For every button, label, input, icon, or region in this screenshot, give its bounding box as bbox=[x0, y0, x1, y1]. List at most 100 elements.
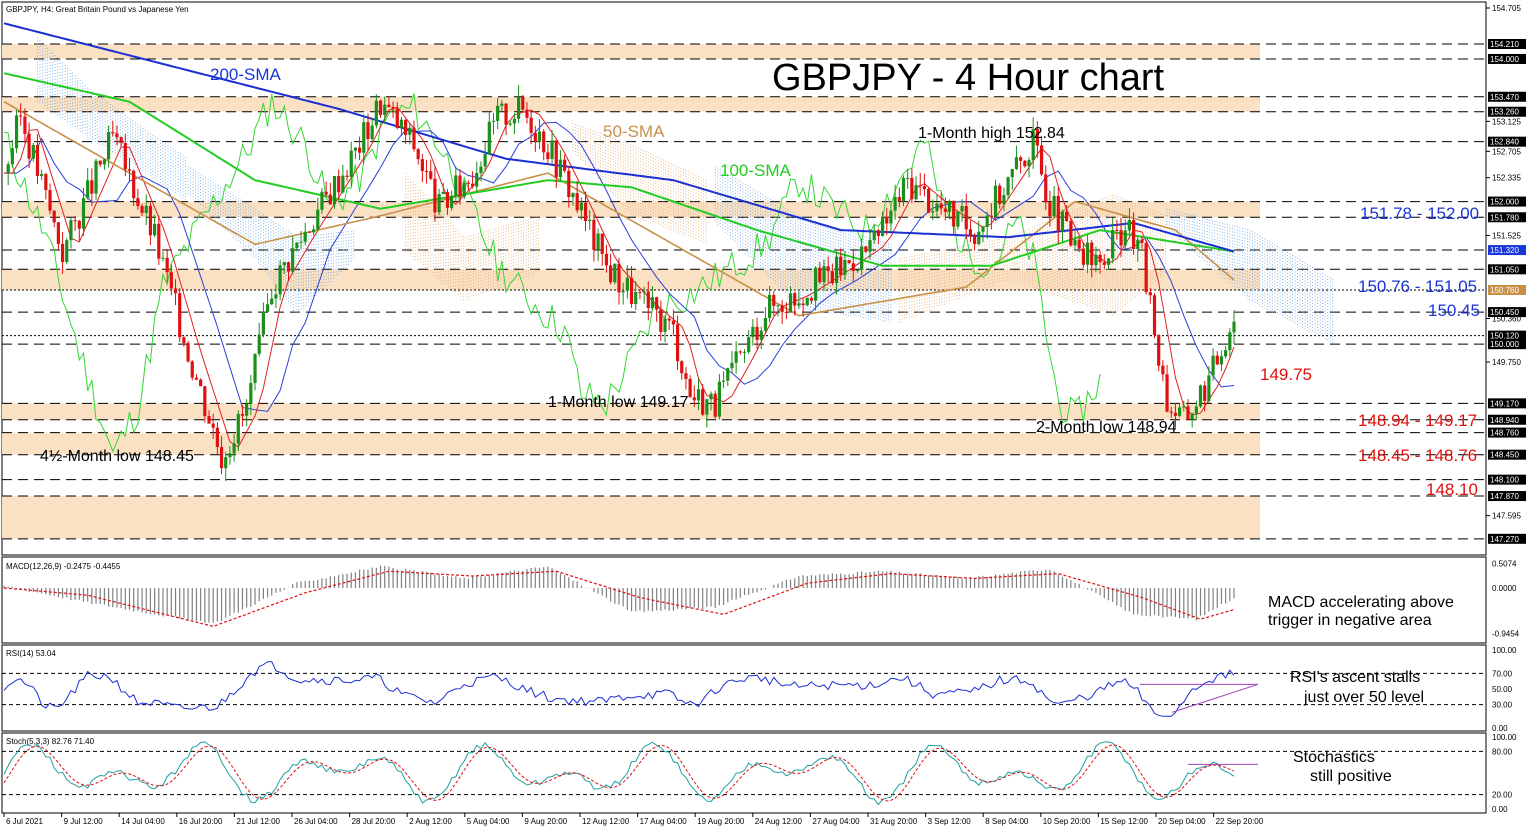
candle-body bbox=[1207, 375, 1211, 401]
kijun-line bbox=[4, 121, 1235, 412]
candle-body bbox=[90, 180, 94, 194]
candle-body bbox=[458, 175, 462, 197]
candle-body bbox=[542, 131, 546, 153]
candle-body bbox=[935, 203, 939, 212]
candle-body bbox=[1169, 411, 1173, 413]
candle-body bbox=[621, 290, 625, 293]
y-tick-label-3: 152.335 bbox=[1492, 174, 1521, 183]
candle-body bbox=[1085, 242, 1090, 265]
candle-body bbox=[692, 397, 696, 401]
label-zone-148-45: 148.45 - 148.76 bbox=[1358, 446, 1477, 465]
candle-body bbox=[1035, 129, 1039, 146]
candle-body bbox=[855, 269, 860, 271]
candle-body bbox=[1056, 195, 1060, 231]
candle-body bbox=[659, 309, 663, 332]
macd-annotation-line2: trigger in negative area bbox=[1268, 612, 1432, 629]
x-tick-label-17: 8 Sep 04:00 bbox=[985, 817, 1029, 826]
candle-body bbox=[182, 337, 186, 344]
label-zone-151-78: 151.78 - 152.00 bbox=[1360, 204, 1479, 223]
candle-body bbox=[224, 457, 228, 469]
candle-body bbox=[922, 186, 927, 190]
candle-body bbox=[211, 423, 215, 428]
label-200-sma: 200-SMA bbox=[210, 65, 282, 84]
candle-body bbox=[939, 203, 943, 209]
level-tag-label-5: 152.000 bbox=[1490, 198, 1519, 207]
candle-body bbox=[23, 116, 27, 134]
level-tag-bg bbox=[1488, 491, 1526, 502]
macd-signal-line bbox=[3, 570, 1235, 628]
candle-body bbox=[1073, 239, 1077, 246]
candle-body bbox=[1014, 157, 1019, 169]
candle-body bbox=[755, 326, 759, 340]
label-level-148-10: 148.10 bbox=[1426, 480, 1478, 499]
candle-body bbox=[575, 193, 579, 211]
candle-body bbox=[286, 262, 291, 272]
candle-body bbox=[1123, 230, 1127, 246]
level-tag-bg bbox=[1488, 449, 1526, 460]
candle-body bbox=[86, 180, 90, 199]
candle-body bbox=[680, 361, 684, 374]
candle-body bbox=[257, 334, 261, 354]
macd-tick-0: 0.5074 bbox=[1492, 560, 1517, 569]
macd-tick-2: -0.9454 bbox=[1492, 629, 1520, 638]
candle-body bbox=[307, 231, 312, 233]
x-tick-label-20: 20 Sep 04:00 bbox=[1158, 817, 1206, 826]
candle-body bbox=[1002, 195, 1006, 205]
candle-body bbox=[747, 337, 751, 352]
candle-body bbox=[868, 240, 872, 252]
candle-body bbox=[839, 256, 843, 275]
candle-body bbox=[161, 257, 165, 259]
stoch-tick-1: 80.00 bbox=[1492, 747, 1513, 756]
candle-body bbox=[40, 174, 44, 176]
label-four-half-month-low: 4½-Month low 148.45 bbox=[40, 448, 194, 465]
level-tag-bg bbox=[1488, 284, 1526, 295]
candle-body bbox=[822, 266, 826, 283]
candle-body bbox=[1119, 230, 1123, 246]
candle-body bbox=[1106, 258, 1111, 265]
candle-body bbox=[60, 243, 65, 263]
candle-body bbox=[412, 127, 416, 150]
level-tag-label-9: 150.760 bbox=[1490, 286, 1519, 295]
candle-body bbox=[1161, 365, 1165, 375]
candle-body bbox=[826, 266, 830, 272]
candle-body bbox=[721, 380, 726, 382]
candle-body bbox=[1044, 174, 1048, 203]
candle-body bbox=[186, 343, 190, 362]
candle-body bbox=[893, 196, 897, 211]
candle-body bbox=[52, 210, 56, 223]
candle-body bbox=[759, 330, 763, 340]
candle-body bbox=[462, 182, 466, 197]
candle-body bbox=[901, 177, 906, 202]
candle-body bbox=[805, 297, 809, 306]
candle-body bbox=[479, 166, 483, 174]
x-tick-label-14: 27 Aug 04:00 bbox=[812, 817, 860, 826]
x-tick-label-19: 15 Sep 12:00 bbox=[1100, 817, 1148, 826]
candle-body bbox=[977, 231, 981, 244]
candlesticks bbox=[6, 85, 1236, 482]
rsi-tick-1: 70.00 bbox=[1492, 669, 1513, 678]
candle-body bbox=[144, 205, 148, 214]
candle-body bbox=[153, 223, 157, 236]
candle-body bbox=[671, 320, 675, 325]
candle-body bbox=[1148, 292, 1152, 296]
candle-body bbox=[793, 293, 797, 306]
candle-body bbox=[596, 233, 600, 250]
candle-body bbox=[391, 107, 395, 109]
candle-body bbox=[1232, 321, 1236, 333]
candle-body bbox=[416, 149, 420, 160]
candle-body bbox=[918, 185, 922, 187]
candle-body bbox=[508, 123, 512, 125]
candle-body bbox=[864, 246, 868, 252]
candle-body bbox=[429, 171, 433, 179]
candle-body bbox=[165, 257, 169, 273]
candle-body bbox=[851, 263, 855, 271]
level-tag-label-11: 150.120 bbox=[1490, 332, 1519, 341]
candle-body bbox=[132, 170, 136, 199]
candle-body bbox=[14, 115, 19, 149]
candle-body bbox=[358, 147, 362, 153]
candle-body bbox=[123, 142, 127, 170]
candle-body bbox=[270, 298, 274, 305]
candle-body bbox=[696, 389, 701, 401]
candle-body bbox=[408, 127, 412, 135]
stoch-tick-2: 20.00 bbox=[1492, 791, 1513, 800]
